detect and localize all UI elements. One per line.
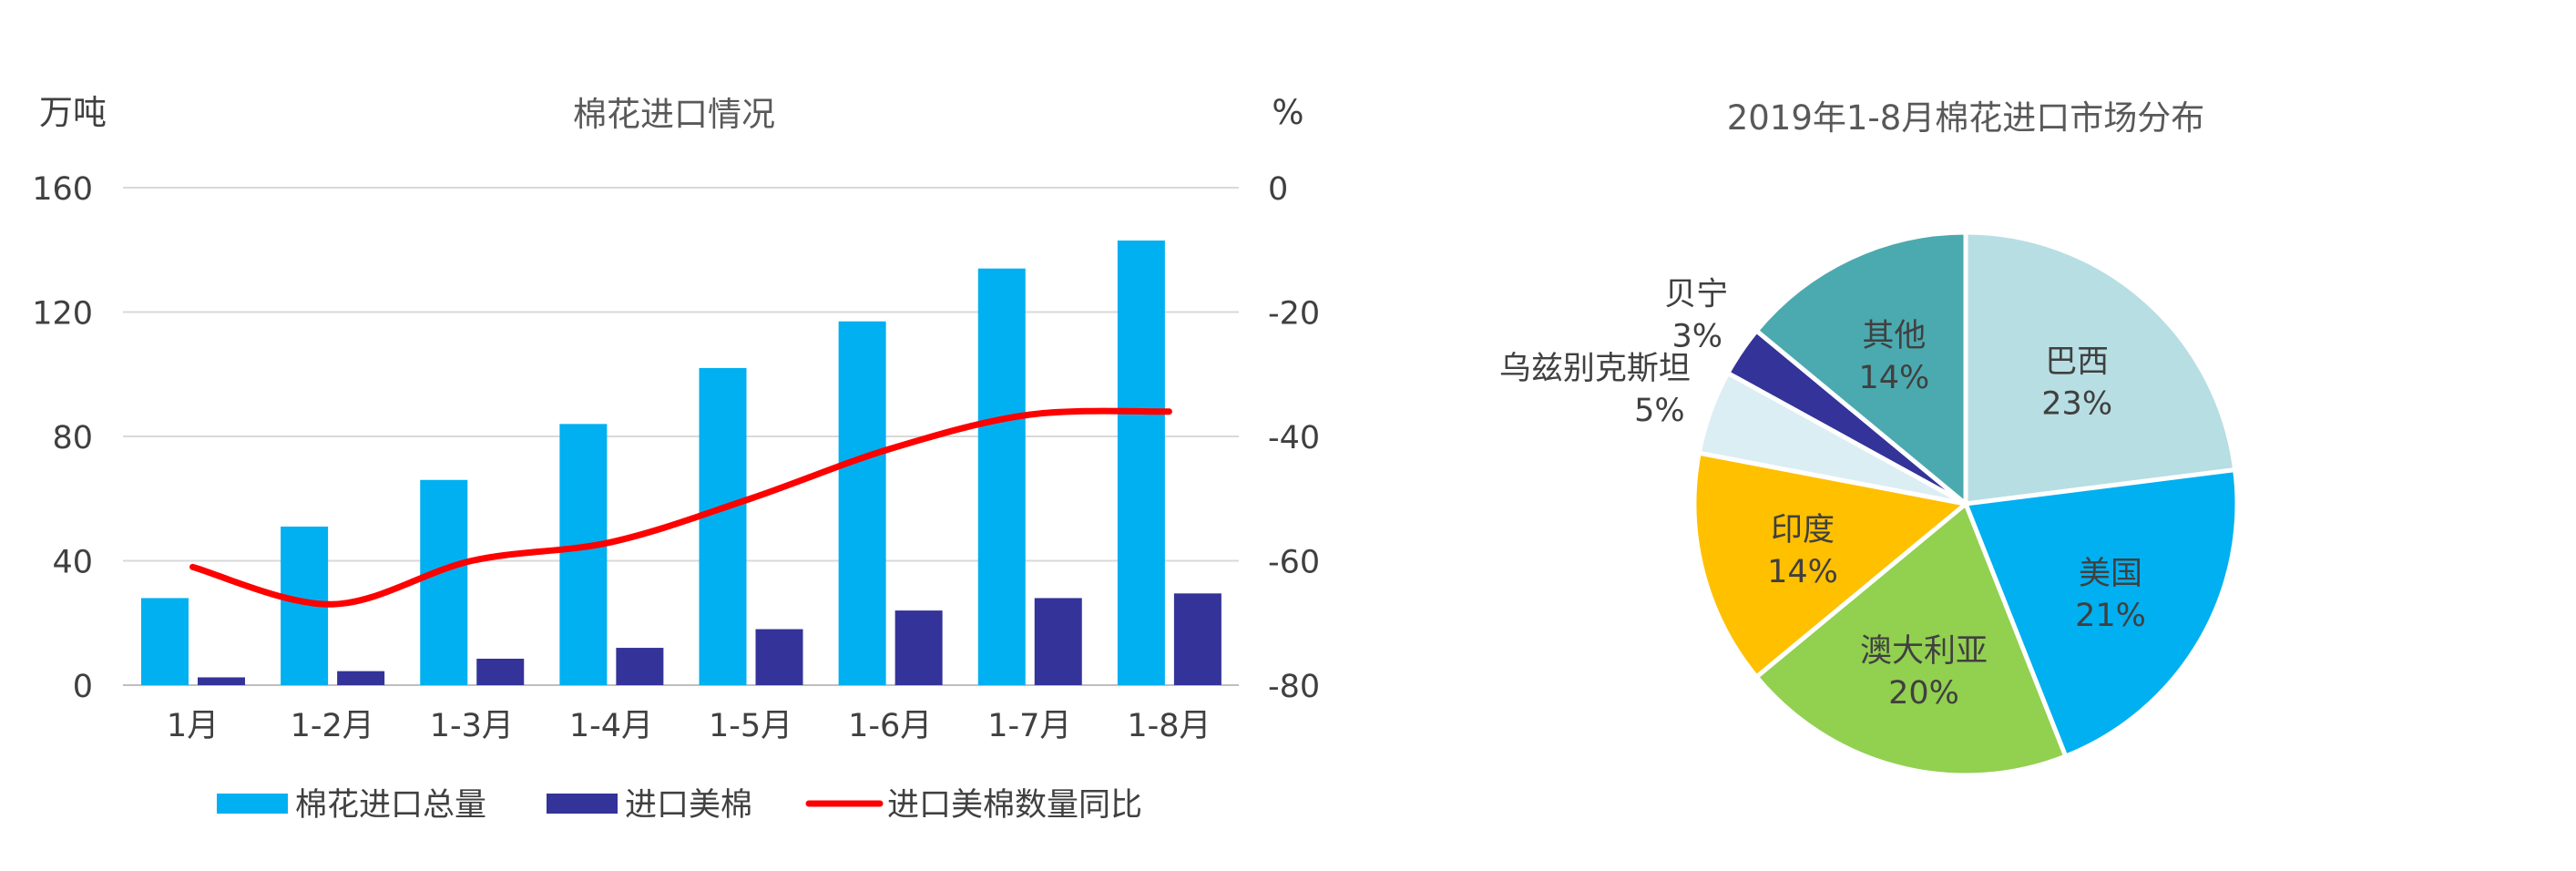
- bar-total-import: [838, 321, 886, 685]
- bar-us-import: [337, 671, 385, 685]
- pie-label-name: 澳大利亚: [1860, 633, 1988, 670]
- pie-label-name: 巴西: [2045, 343, 2109, 380]
- line-point: [192, 566, 194, 568]
- line-series: [189, 407, 1172, 608]
- line-point: [471, 560, 473, 561]
- pie-slice: [1753, 230, 1968, 507]
- bar-total-import: [977, 268, 1026, 685]
- bar-us-import: [616, 648, 664, 685]
- y-tick-label-right: -60: [1268, 545, 1320, 581]
- y-tick-label-right: -80: [1268, 669, 1320, 705]
- y-tick-label-right: 0: [1268, 171, 1288, 208]
- line-point: [1168, 411, 1170, 413]
- y-axis-right-label: %: [1272, 93, 1303, 132]
- pie-label-name: 贝宁: [1664, 277, 1728, 313]
- bar-total-import: [141, 598, 189, 685]
- pie-label-percent: 14%: [1767, 554, 1838, 590]
- line-point: [610, 541, 612, 543]
- bar-us-import: [198, 677, 245, 685]
- pie-label-name: 美国: [2079, 556, 2142, 592]
- x-tick-label: 1-7月: [987, 708, 1071, 744]
- y-axis-left: 0 40 80 120 160: [32, 171, 93, 705]
- bar-total-import: [559, 424, 608, 685]
- pie-labels: 巴西 23% 美国 21% 澳大利亚 20% 印度 14% 乌兹别克斯坦 5% 贝宁 3% 其他 14%: [1499, 277, 2146, 712]
- line-us-import-yoy: [189, 407, 1172, 608]
- legend-swatch-total: [217, 794, 288, 814]
- pie-label-percent: 23%: [2041, 385, 2112, 422]
- bar-total-import: [1117, 241, 1165, 685]
- bar-us-import: [476, 658, 525, 685]
- x-tick-label: 1月: [167, 708, 219, 744]
- y-tick-label-right: -20: [1268, 296, 1320, 333]
- bar-total-import: [699, 367, 747, 685]
- pie-slice: [1692, 450, 1968, 680]
- legend-label-yoy: 进口美棉数量同比: [887, 787, 1142, 824]
- pie-slices: [1692, 230, 2240, 778]
- x-tick-label: 1-8月: [1127, 708, 1211, 744]
- y-axis-left-label: 万吨: [39, 93, 107, 132]
- bar-us-import: [894, 610, 943, 685]
- pie-slice: [1753, 501, 2069, 778]
- pie-chart: 2019年1-8月棉花进口市场分布 巴西 23% 美国 21% 澳大利亚 20% 印度 14%…: [1499, 98, 2240, 778]
- y-tick-label-left: 120: [32, 296, 93, 333]
- pie-chart-title: 2019年1-8月棉花进口市场分布: [1727, 98, 2205, 138]
- legend: 棉花进口总量 进口美棉 进口美棉数量同比: [217, 787, 1142, 824]
- line-point: [889, 448, 891, 450]
- pie-label-percent: 5%: [1634, 393, 1685, 429]
- x-tick-label: 1-4月: [569, 708, 653, 744]
- x-axis: 1月 1-2月 1-3月 1-4月 1-5月 1-6月 1-7月 1-8月: [167, 708, 1211, 744]
- bar-us-import: [1173, 593, 1222, 685]
- bar-us-import: [755, 629, 803, 685]
- pie-label-percent: 3%: [1672, 319, 1723, 355]
- x-tick-label: 1-3月: [430, 708, 514, 744]
- y-tick-label-left: 40: [52, 545, 93, 581]
- y-tick-label-left: 160: [32, 171, 93, 208]
- pie-label-percent: 14%: [1858, 360, 1929, 396]
- bar-series: [141, 241, 1222, 685]
- pie-slice: [1963, 230, 2238, 507]
- pie-label-percent: 21%: [2075, 598, 2146, 634]
- y-tick-label-left: 80: [52, 420, 93, 456]
- combo-chart-title: 棉花进口情况: [573, 95, 775, 134]
- y-tick-label-left: 0: [73, 669, 93, 705]
- legend-swatch-us: [547, 794, 618, 814]
- legend-label-us: 进口美棉: [625, 787, 752, 824]
- pie-slice: [1963, 467, 2240, 759]
- x-tick-label: 1-6月: [848, 708, 932, 744]
- legend-label-total: 棉花进口总量: [295, 787, 486, 824]
- pie-label-name: 乌兹别克斯坦: [1499, 351, 1691, 387]
- pie-label-name: 其他: [1862, 318, 1926, 354]
- y-axis-right: -80 -60 -40 -20 0: [1268, 171, 1320, 705]
- pie-label-percent: 20%: [1888, 675, 1959, 712]
- y-tick-label-right: -40: [1268, 420, 1320, 456]
- bar-us-import: [1034, 598, 1082, 685]
- pie-label-name: 印度: [1771, 512, 1835, 548]
- x-tick-label: 1-2月: [291, 708, 374, 744]
- x-tick-label: 1-5月: [709, 708, 792, 744]
- combo-chart: 棉花进口情况 万吨 % 0 40 80 120 160 -80 -60 -40 -20 0 1月…: [32, 93, 1320, 824]
- bar-total-import: [420, 479, 468, 685]
